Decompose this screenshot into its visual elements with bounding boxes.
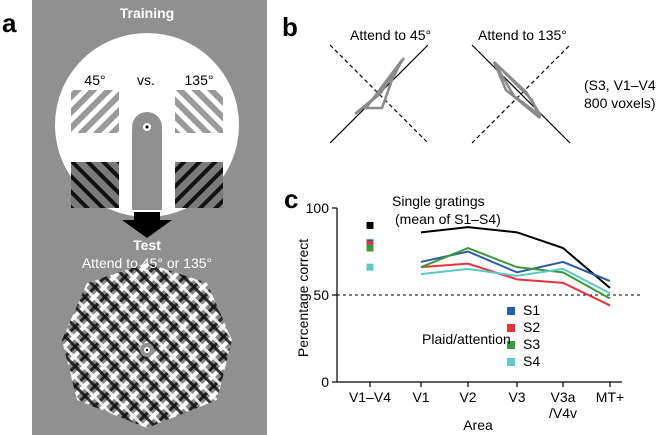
panel-a-letter: a <box>2 8 17 38</box>
plaid-stimulus <box>62 263 232 428</box>
grating-135-bottom <box>175 162 223 208</box>
x-axis-label: Area <box>463 417 493 433</box>
series-line-mean <box>420 226 611 289</box>
attend-label: Attend to 45° or 135° <box>82 255 212 271</box>
legend-label-s1: S1 <box>523 302 540 318</box>
legend-label-s3: S3 <box>523 336 540 352</box>
y-tick-label: 50 <box>313 287 329 303</box>
panel-b-polar-plots: Attend to 45° Attend to 135° (S3, V1–V4 … <box>329 27 656 144</box>
legend-label-s2: S2 <box>523 319 540 335</box>
legend-swatch-s3 <box>507 341 515 349</box>
test-label: Test <box>133 237 161 253</box>
arrow-down-icon <box>134 212 160 222</box>
grating-45-bottom <box>71 162 119 208</box>
vs-label: vs. <box>137 72 155 88</box>
y-axis-label: Percentage correct <box>295 239 311 357</box>
legend-label-s4: S4 <box>523 353 540 369</box>
chart-axes: 0 50 100 V1–V4 V1 V2 V3 V3a/V4v MT+ <box>306 200 642 421</box>
x-tick-label: V1–V4 <box>349 389 391 405</box>
x-tick-label: V2 <box>459 389 476 405</box>
single-gratings-annotation-line2: (mean of S1–S4) <box>395 211 501 227</box>
attend-45-title: Attend to 45° <box>350 27 431 43</box>
plaid-attention-annotation: Plaid/attention <box>422 331 511 347</box>
panel-b-note-line2: 800 voxels) <box>584 95 656 111</box>
legend-swatch-s4 <box>507 358 515 366</box>
angle-135-label: 135° <box>185 72 214 88</box>
v1v4-marker-s4 <box>366 263 374 271</box>
single-gratings-annotation-line1: Single gratings <box>392 193 485 209</box>
panel-c-letter: c <box>284 184 299 214</box>
series-line-s3 <box>420 246 611 300</box>
angle-45-label: 45° <box>84 72 105 88</box>
y-tick-label: 100 <box>306 200 330 216</box>
y-tick-label: 0 <box>321 374 329 390</box>
grating-45-top <box>71 90 119 133</box>
x-tick-label: V3 <box>508 389 525 405</box>
attend-135-title: Attend to 135° <box>478 27 567 43</box>
panel-b-letter: b <box>282 12 298 42</box>
panel-b-note-line1: (S3, V1–V4 <box>584 77 656 93</box>
v1v4-marker-mean <box>366 221 374 229</box>
panel-a-stimuli: Training 45° vs. 135° Test Attend to 45°… <box>55 5 239 428</box>
x-tick-label: V1 <box>412 389 429 405</box>
series-line-s2 <box>420 262 611 307</box>
legend-swatch-s2 <box>507 324 515 332</box>
x-tick-label: V3a <box>551 389 576 405</box>
x-tick-label: MT+ <box>596 389 624 405</box>
x-tick-label-line2: /V4v <box>549 405 577 421</box>
grating-135-top <box>175 90 223 133</box>
v1v4-marker-s3 <box>366 244 374 252</box>
series-line-s4 <box>420 267 611 295</box>
training-label: Training <box>120 5 174 21</box>
legend-swatch-s1 <box>507 307 515 315</box>
